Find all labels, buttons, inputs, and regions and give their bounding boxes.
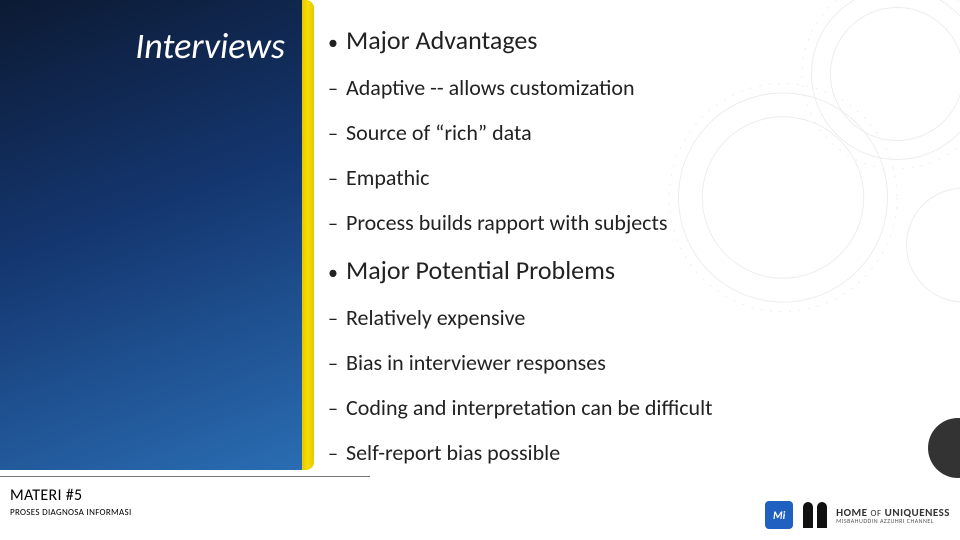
heading-text: Major Potential Problems [346, 254, 615, 286]
logo-mi-icon: Mi [765, 501, 793, 529]
footer-right: Mi HOME OF UNIQUENESS MISBAHUDDIN AZZUHR… [765, 500, 950, 530]
list-item: – Empathic [328, 164, 928, 191]
item-text: Bias in interviewer responses [346, 349, 606, 376]
slide: Interviews • Major Advantages – Adaptive… [0, 0, 960, 540]
heading-advantages: • Major Advantages [328, 24, 928, 56]
logo-home-of-uniqueness: HOME OF UNIQUENESS MISBAHUDDIN AZZUHRI C… [800, 500, 950, 530]
dash-icon: – [328, 79, 346, 99]
blue-panel [0, 0, 305, 470]
hou-mark-icon [800, 500, 830, 530]
content-area: • Major Advantages – Adaptive -- allows … [328, 20, 928, 484]
list-item: – Adaptive -- allows customization [328, 74, 928, 101]
dash-icon: – [328, 214, 346, 234]
item-text: Coding and interpretation can be difficu… [346, 394, 713, 421]
decor-sphere [928, 418, 960, 478]
dash-icon: – [328, 354, 346, 374]
hou-text: HOME OF UNIQUENESS MISBAHUDDIN AZZUHRI C… [836, 507, 950, 524]
dash-icon: – [328, 444, 346, 464]
brand-subline: MISBAHUDDIN AZZUHRI CHANNEL [836, 518, 950, 524]
list-item: – Process builds rapport with subjects [328, 209, 928, 236]
materi-label: MATERI #5 [10, 486, 132, 505]
bullet-icon: • [328, 33, 346, 53]
list-item: – Source of “rich” data [328, 119, 928, 146]
divider [0, 476, 370, 477]
list-item: – Bias in interviewer responses [328, 349, 928, 376]
list-item: – Self-report bias possible [328, 439, 928, 466]
item-text: Relatively expensive [346, 304, 525, 331]
list-item: – Coding and interpretation can be diffi… [328, 394, 928, 421]
yellow-edge [302, 0, 314, 470]
item-text: Self-report bias possible [346, 439, 560, 466]
item-text: Process builds rapport with subjects [346, 209, 667, 236]
dash-icon: – [328, 169, 346, 189]
dash-icon: – [328, 309, 346, 329]
materi-subtitle: PROSES DIAGNOSA INFORMASI [10, 507, 132, 518]
item-text: Empathic [346, 164, 430, 191]
slide-title: Interviews [0, 24, 285, 68]
list-item: – Relatively expensive [328, 304, 928, 331]
bullet-icon: • [328, 263, 346, 283]
item-text: Source of “rich” data [346, 119, 532, 146]
dash-icon: – [328, 124, 346, 144]
dash-icon: – [328, 399, 346, 419]
item-text: Adaptive -- allows customization [346, 74, 635, 101]
footer-left: MATERI #5 PROSES DIAGNOSA INFORMASI [10, 486, 132, 518]
heading-text: Major Advantages [346, 24, 537, 56]
heading-problems: • Major Potential Problems [328, 254, 928, 286]
